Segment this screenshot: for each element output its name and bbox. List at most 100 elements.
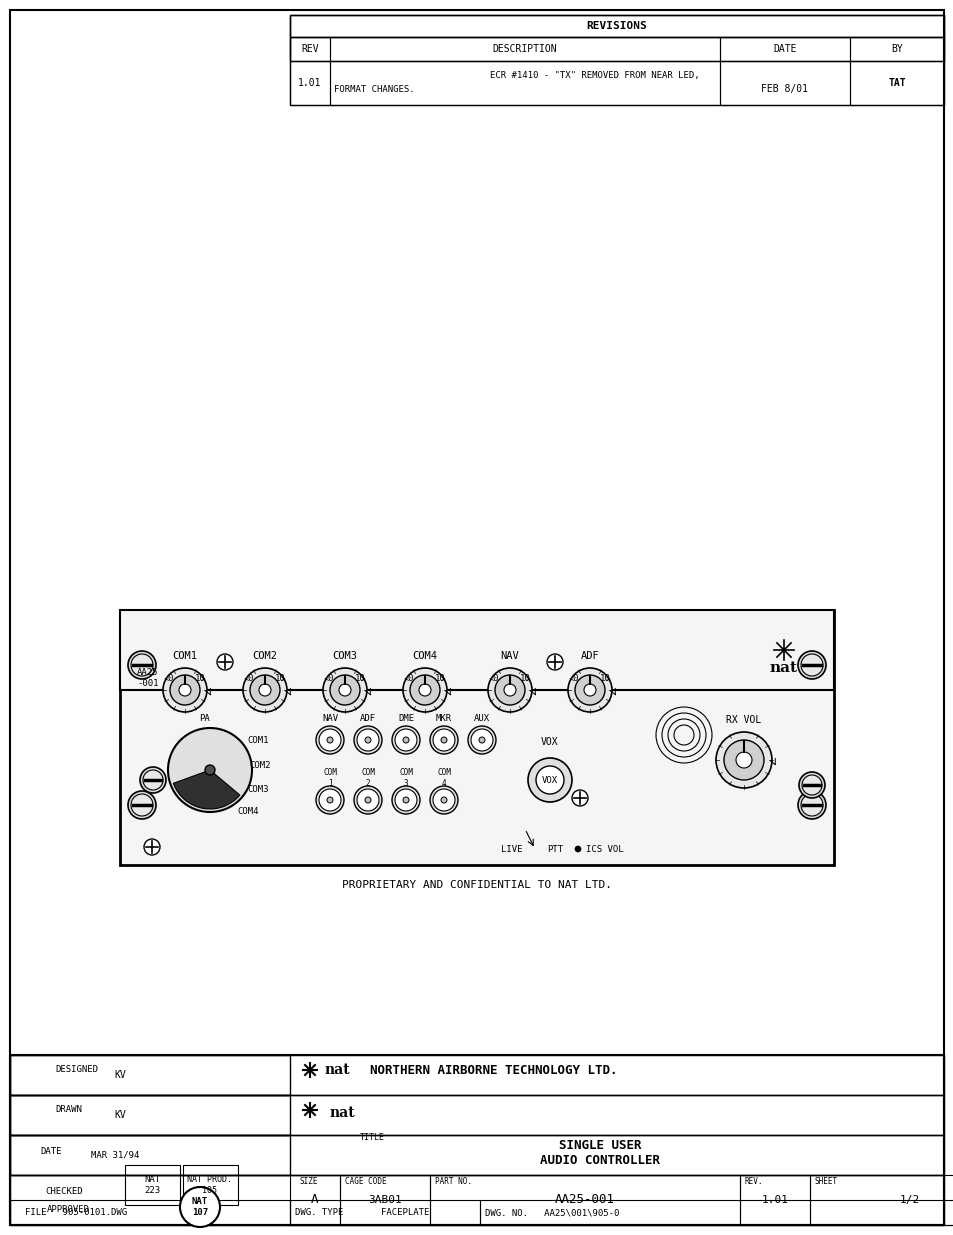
Circle shape — [402, 668, 447, 713]
Bar — [809, 1174, 953, 1225]
Bar — [290, 37, 330, 61]
Circle shape — [478, 737, 484, 743]
Bar — [290, 1174, 339, 1225]
Circle shape — [318, 789, 340, 811]
Circle shape — [488, 668, 532, 713]
Text: COM1: COM1 — [247, 736, 269, 745]
Circle shape — [327, 797, 333, 803]
Text: 0: 0 — [327, 673, 333, 683]
Text: NORTHERN AIRBORNE TECHNOLOGY LTD.: NORTHERN AIRBORNE TECHNOLOGY LTD. — [370, 1063, 617, 1077]
Text: REVISIONS: REVISIONS — [586, 21, 647, 31]
Text: TITLE: TITLE — [359, 1134, 385, 1142]
Circle shape — [503, 684, 516, 697]
Bar — [10, 1095, 290, 1135]
Text: FORMAT CHANGES.: FORMAT CHANGES. — [334, 84, 415, 94]
Text: CAGE CODE: CAGE CODE — [345, 1177, 386, 1187]
Bar — [120, 610, 833, 690]
Circle shape — [418, 684, 431, 697]
Circle shape — [797, 790, 825, 819]
Circle shape — [315, 785, 344, 814]
Circle shape — [801, 776, 821, 795]
Circle shape — [735, 752, 751, 768]
Bar — [290, 15, 943, 37]
Circle shape — [243, 668, 287, 713]
Text: 3AB01: 3AB01 — [368, 1195, 401, 1205]
Text: 1.01: 1.01 — [298, 78, 321, 88]
Text: COM3: COM3 — [333, 651, 357, 661]
Circle shape — [143, 769, 163, 790]
Text: PTT: PTT — [546, 845, 562, 853]
Text: COM4: COM4 — [237, 808, 258, 816]
Circle shape — [433, 789, 455, 811]
Text: NAV: NAV — [321, 714, 337, 722]
Text: nat: nat — [769, 661, 797, 676]
Bar — [10, 1055, 943, 1225]
Text: REV: REV — [301, 44, 318, 54]
Circle shape — [801, 655, 822, 676]
Bar — [290, 1200, 479, 1225]
Text: PART NO.: PART NO. — [435, 1177, 472, 1187]
Bar — [740, 1174, 809, 1225]
Circle shape — [410, 676, 439, 705]
Bar — [10, 1135, 943, 1174]
Text: MKR: MKR — [436, 714, 452, 722]
Bar — [10, 1055, 290, 1095]
Circle shape — [799, 772, 824, 798]
Bar — [183, 1165, 237, 1205]
Circle shape — [392, 785, 419, 814]
Text: DWG. TYPE       FACEPLATE: DWG. TYPE FACEPLATE — [294, 1209, 429, 1218]
Text: DATE: DATE — [40, 1147, 61, 1156]
Text: COM
3: COM 3 — [398, 768, 413, 788]
Circle shape — [318, 729, 340, 751]
Bar — [720, 37, 849, 61]
Circle shape — [170, 676, 200, 705]
Circle shape — [430, 726, 457, 755]
Bar — [339, 1174, 430, 1225]
Bar — [290, 61, 330, 105]
Circle shape — [440, 737, 447, 743]
Bar — [10, 1135, 290, 1174]
Bar — [290, 15, 943, 105]
Bar — [10, 1055, 943, 1095]
Text: DRAWN: DRAWN — [55, 1105, 82, 1114]
Circle shape — [433, 729, 455, 751]
Wedge shape — [173, 769, 239, 809]
Text: COM2: COM2 — [249, 761, 271, 769]
Text: LIVE: LIVE — [500, 845, 522, 853]
Text: A: A — [311, 1193, 318, 1207]
Circle shape — [315, 726, 344, 755]
Circle shape — [338, 684, 351, 697]
Bar — [330, 37, 720, 61]
Text: DESIGNED: DESIGNED — [55, 1066, 98, 1074]
Text: 10: 10 — [274, 673, 285, 683]
Circle shape — [471, 729, 493, 751]
Text: DWG. NO.   AA25\001\905-0: DWG. NO. AA25\001\905-0 — [484, 1209, 618, 1218]
Text: ECR #1410 - "TX" REMOVED FROM NEAR LED,: ECR #1410 - "TX" REMOVED FROM NEAR LED, — [490, 70, 699, 79]
Circle shape — [131, 655, 152, 676]
Circle shape — [365, 797, 371, 803]
Circle shape — [402, 797, 409, 803]
Circle shape — [801, 794, 822, 816]
Text: nat: nat — [325, 1063, 351, 1077]
Bar — [330, 61, 720, 105]
Text: 0: 0 — [492, 673, 497, 683]
Text: COM
1: COM 1 — [323, 768, 336, 788]
Circle shape — [575, 676, 604, 705]
Text: ADF: ADF — [580, 651, 598, 661]
Circle shape — [392, 726, 419, 755]
Text: KV: KV — [114, 1070, 126, 1079]
Text: SIZE: SIZE — [299, 1177, 318, 1187]
Circle shape — [402, 737, 409, 743]
Text: FILE   905-0101.DWG: FILE 905-0101.DWG — [25, 1209, 127, 1218]
Circle shape — [216, 655, 233, 671]
Text: DATE: DATE — [773, 44, 796, 54]
Text: 0: 0 — [167, 673, 172, 683]
Circle shape — [354, 785, 381, 814]
Circle shape — [536, 766, 563, 794]
Circle shape — [327, 737, 333, 743]
Bar — [10, 1095, 943, 1135]
Text: COM
4: COM 4 — [436, 768, 451, 788]
Text: FEB 8/01: FEB 8/01 — [760, 84, 807, 94]
Text: COM
2: COM 2 — [360, 768, 375, 788]
Text: 10: 10 — [519, 673, 530, 683]
